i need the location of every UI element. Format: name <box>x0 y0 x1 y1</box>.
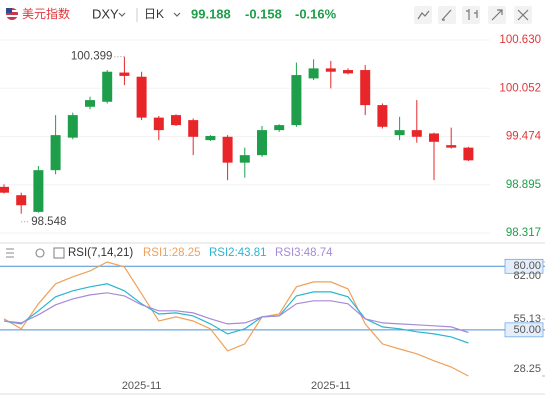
rsi-icons <box>6 247 65 259</box>
settings-icon[interactable] <box>35 248 45 258</box>
low-label: 98.548 <box>31 216 66 228</box>
reference-label: 50.00 <box>513 324 541 336</box>
candle-body <box>102 71 113 102</box>
tool-icon <box>517 9 529 21</box>
candle-body <box>188 120 199 137</box>
tool-icon <box>466 9 478 20</box>
candle-body <box>85 100 95 107</box>
candle-body <box>33 170 44 212</box>
legend-entry: RSI3:48.74 <box>275 247 333 259</box>
candle-body <box>360 70 371 106</box>
y-tick-label: 28.25 <box>513 363 541 375</box>
change: -0.158 <box>245 6 282 21</box>
tool-icon <box>417 10 430 20</box>
candle-body <box>205 135 216 141</box>
candle-body <box>257 130 267 156</box>
y-tick-label: 98.895 <box>506 179 541 191</box>
rsi-line <box>3 261 469 377</box>
candle-body <box>136 76 147 118</box>
candle-body <box>16 195 27 206</box>
candle-body <box>222 136 233 163</box>
candle-body <box>463 147 474 161</box>
y-tick-label: 99.474 <box>506 130 542 142</box>
reference-label: 80.00 <box>513 260 541 272</box>
price: 99.188 <box>191 6 231 21</box>
indicator-title: RSI(7,14,21) <box>68 247 133 259</box>
instrument-name[interactable]: 美元指数 <box>22 6 70 21</box>
reference-label-box <box>504 322 544 338</box>
dropdown-arrow[interactable] <box>173 12 181 17</box>
candle-body <box>308 68 319 79</box>
flag-icon <box>6 8 18 20</box>
y-tick-label: 82.00 <box>513 270 541 282</box>
tool-icon <box>441 9 452 21</box>
candle-body <box>394 130 405 136</box>
tool-button[interactable] <box>414 6 432 24</box>
reference-label-box <box>504 258 544 274</box>
y-tick-label: 55.13 <box>513 313 541 325</box>
candle-body <box>0 186 9 193</box>
candle-body <box>239 155 250 163</box>
candle-body <box>325 68 336 72</box>
candle-body <box>67 115 78 138</box>
toolbar <box>414 6 532 24</box>
symbol[interactable]: DXY <box>92 6 119 21</box>
rsi-line <box>3 292 469 334</box>
candle-body <box>446 145 457 148</box>
x-tick-label: 2025-11 <box>311 380 351 392</box>
legend-entry: RSI2:43.81 <box>209 247 267 259</box>
toggle-icon[interactable] <box>53 247 65 259</box>
period[interactable]: 日K <box>144 7 164 21</box>
legend-entry: RSI1:28.25 <box>143 247 201 259</box>
high-label: 100.399 <box>71 51 113 63</box>
candle-body <box>343 70 353 74</box>
y-tick-label: 98.317 <box>506 227 541 239</box>
y-tick-label: 100.630 <box>499 34 541 46</box>
x-tick-label: 2025-11 <box>122 380 162 392</box>
candle-body <box>153 117 164 131</box>
dropdown-arrow[interactable] <box>118 12 126 17</box>
candle-body <box>377 105 388 127</box>
candle-body <box>50 135 61 171</box>
rsi-line <box>3 283 469 344</box>
menu-icon[interactable] <box>6 248 14 258</box>
candle-body <box>119 72 130 76</box>
tool-icon <box>491 9 503 21</box>
candle-body <box>411 130 422 137</box>
change-pct: -0.16% <box>295 6 337 21</box>
candle-body <box>291 75 302 126</box>
candle-body <box>274 125 285 131</box>
y-tick-label: 100.052 <box>499 82 541 94</box>
candle-body <box>171 115 181 126</box>
candle-body <box>429 133 439 142</box>
